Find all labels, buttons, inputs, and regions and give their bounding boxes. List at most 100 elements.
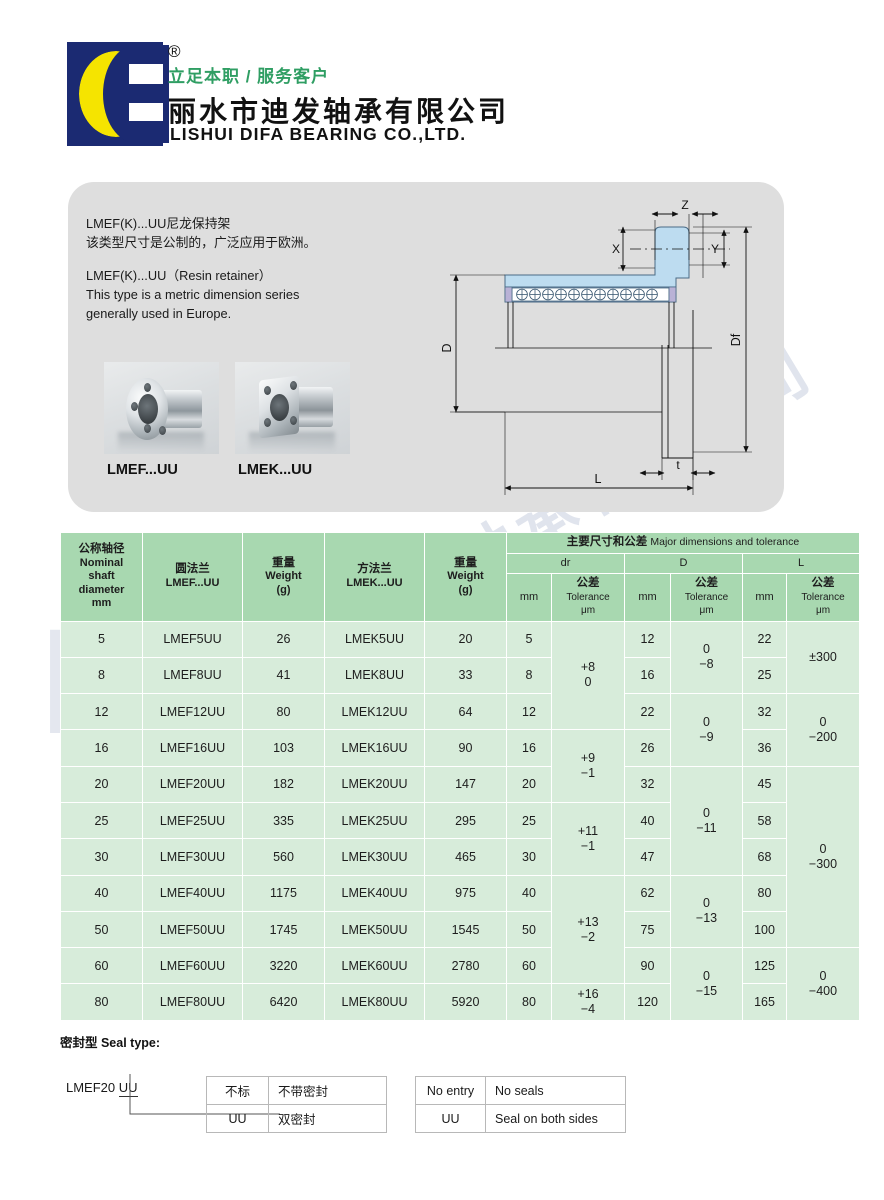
header-nominal-shaft-diameter: 公称轴径 Nominal shaft diameter mm (60, 532, 143, 622)
table-row: 40 LMEF40UU 1175 LMEK40UU 975 40 +13 −2 62 0 −13… (60, 874, 860, 985)
dr-value-cell: 16 (506, 729, 552, 767)
nominal-shaft-diameter-cell: 50 (60, 910, 143, 949)
header-weight-lmef: 重量 Weight (g) (242, 532, 325, 622)
table-row: 8 LMEF8UU 41 LMEK8UU 33 8 16 25 (60, 656, 860, 695)
dim-label-l: L (595, 472, 602, 486)
dr-value-cell: 50 (506, 910, 552, 949)
header-weight-lmek: 重量 Weight (g) (424, 532, 507, 622)
desc-en-line2: This type is a metric dimension series (86, 287, 300, 302)
dr-value-cell: 20 (506, 765, 552, 803)
nominal-shaft-diameter-cell: 8 (60, 656, 143, 695)
lmek-designation-cell: LMEK5UU (324, 620, 425, 658)
lmek-weight-cell: 2780 (424, 947, 507, 985)
table-header-row-1: 公称轴径 Nominal shaft diameter mm 圆法兰 LMEF.… (60, 532, 860, 622)
header-square-flange: 方法兰 LMEK...UU (324, 532, 425, 622)
nominal-shaft-diameter-cell: 12 (60, 693, 143, 731)
seal-cn-row: UU 双密封 (206, 1104, 387, 1133)
product-photo-lmek (235, 362, 350, 454)
table-row: 25 LMEF25UU 335 LMEK25UU 295 25 +11 −1 40 58 (60, 801, 860, 876)
seal-cn-row: 不标 不带密封 (206, 1076, 387, 1105)
dr-value-cell: 60 (506, 947, 552, 985)
dr-value-cell: 25 (506, 801, 552, 840)
l-value-cell: 22 (742, 620, 787, 658)
seal-table-en: No entry No seals UU Seal on both sides (415, 1076, 626, 1133)
l-value-cell: 45 (742, 765, 787, 803)
l-value-cell: 32 (742, 693, 787, 731)
seal-cn-code: 不标 (206, 1076, 269, 1105)
header-l: L (742, 552, 860, 574)
seal-en-description: Seal on both sides (485, 1104, 626, 1133)
dr-value-cell: 30 (506, 838, 552, 876)
table-row: 80 LMEF80UU 6420 LMEK80UU 5920 80 +16 −4 120 165 (60, 983, 860, 1021)
header-l-tolerance: 公差 Tolerance μm (786, 573, 860, 622)
l-tolerance-cell: ±300 (786, 620, 860, 695)
page-header: ® 立足本职 / 服务客户 丽水市迪发轴承有限公司 LISHUI DIFA BE… (0, 0, 884, 168)
company-slogan: 立足本职 / 服务客户 (168, 67, 330, 86)
dim-label-z: Z (681, 198, 688, 212)
seal-en-row: UU Seal on both sides (415, 1104, 626, 1133)
lmek-weight-cell: 5920 (424, 983, 507, 1021)
lmek-designation-cell: LMEK40UU (324, 874, 425, 912)
header-major-dimensions: 主要尺寸和公差 Major dimensions and tolerance (506, 532, 860, 554)
seal-type-section: 密封型 Seal type: LMEF20 UU 不标 不带密封 UU 双密封 No … (60, 1032, 840, 1133)
lmek-designation-cell: LMEK12UU (324, 693, 425, 731)
lmek-designation-cell: LMEK16UU (324, 729, 425, 767)
company-logo-icon (67, 42, 169, 146)
lmef-weight-cell: 26 (242, 620, 325, 658)
desc-cn-line1: LMEF(K)...UU尼龙保持架 (86, 216, 231, 231)
lmef-weight-cell: 41 (242, 656, 325, 695)
table-row: 12 LMEF12UU 80 LMEK12UU 64 12 22 0 −9 32 0 −200 (60, 693, 860, 767)
dr-tolerance-cell: +11 −1 (551, 801, 625, 876)
lmek-designation-cell: LMEK80UU (324, 983, 425, 1021)
lmek-weight-cell: 1545 (424, 910, 507, 949)
specification-table-wrapper: 公称轴径 Nominal shaft diameter mm 圆法兰 LMEF.… (60, 532, 860, 1021)
seal-table-cn: 不标 不带密封 UU 双密封 (206, 1076, 387, 1133)
lmef-designation-cell: LMEF12UU (142, 693, 243, 731)
dr-value-cell: 8 (506, 656, 552, 695)
lmef-designation-cell: LMEF20UU (142, 765, 243, 803)
l-tolerance-cell: 0 −300 (786, 765, 860, 949)
lmek-weight-cell: 20 (424, 620, 507, 658)
desc-cn-line2: 该类型尺寸是公制的，广泛应用于欧洲。 (86, 235, 317, 250)
header-dr-mm: mm (506, 573, 552, 622)
l-value-cell: 68 (742, 838, 787, 876)
product-label-lmek: LMEK...UU (238, 462, 313, 478)
lmef-weight-cell: 3220 (242, 947, 325, 985)
lmef-designation-cell: LMEF60UU (142, 947, 243, 985)
nominal-shaft-diameter-cell: 20 (60, 765, 143, 803)
lmek-designation-cell: LMEK30UU (324, 838, 425, 876)
d-value-cell: 62 (624, 874, 671, 912)
seal-suffix-highlight: UU (118, 1080, 138, 1097)
lmef-designation-cell: LMEF16UU (142, 729, 243, 767)
dim-label-x: X (612, 242, 620, 256)
lmef-designation-cell: LMEF5UU (142, 620, 243, 658)
dim-label-df: Df (729, 333, 743, 346)
lmef-weight-cell: 335 (242, 801, 325, 840)
nominal-shaft-diameter-cell: 40 (60, 874, 143, 912)
header-d: D (624, 552, 743, 574)
header-d-mm: mm (624, 573, 671, 622)
l-value-cell: 36 (742, 729, 787, 767)
d-tolerance-cell: 0 −9 (670, 693, 743, 767)
dr-value-cell: 12 (506, 693, 552, 731)
desc-en-line3: generally used in Europe. (86, 306, 232, 321)
lmef-weight-cell: 560 (242, 838, 325, 876)
registered-trademark-icon: ® (168, 42, 181, 61)
lmek-designation-cell: LMEK50UU (324, 910, 425, 949)
header-dr-tolerance: 公差 Tolerance μm (551, 573, 625, 622)
lmek-weight-cell: 295 (424, 801, 507, 840)
d-value-cell: 22 (624, 693, 671, 731)
lmek-designation-cell: LMEK20UU (324, 765, 425, 803)
dr-tolerance-cell: +9 −1 (551, 729, 625, 803)
specification-table: 公称轴径 Nominal shaft diameter mm 圆法兰 LMEF.… (60, 532, 860, 1021)
dr-value-cell: 80 (506, 983, 552, 1021)
seal-en-description: No seals (485, 1076, 626, 1105)
seal-type-title: 密封型 Seal type: (60, 1036, 161, 1050)
lmek-weight-cell: 64 (424, 693, 507, 731)
table-row: 5 LMEF5UU 26 LMEK5UU 20 5 +8 0 12 0 −8 22 ±300 (60, 620, 860, 731)
table-header-row-3: mm 公差 Tolerance μm mm 公差 Tolerance μm mm (61, 573, 860, 622)
nominal-shaft-diameter-cell: 5 (60, 620, 143, 658)
lmef-weight-cell: 1745 (242, 910, 325, 949)
table-row: 20 LMEF20UU 182 LMEK20UU 147 20 32 0 −11 45 0 −30… (60, 765, 860, 949)
